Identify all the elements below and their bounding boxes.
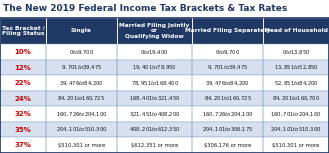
Text: $9,701 to $39,475: $9,701 to $39,475 (207, 64, 248, 71)
Text: $0 to $19,400: $0 to $19,400 (140, 48, 169, 56)
Text: 24%: 24% (14, 96, 32, 102)
Bar (117, 106, 192, 122)
Bar (192, 18, 263, 44)
Bar (0, 91, 46, 106)
Bar (192, 122, 263, 138)
Bar (0, 106, 46, 122)
Text: 12%: 12% (15, 65, 31, 71)
Bar (263, 44, 329, 60)
Bar (0, 44, 329, 60)
Text: $78,951 to $168,400: $78,951 to $168,400 (131, 79, 179, 87)
Text: 10%: 10% (14, 49, 32, 55)
Bar (46, 122, 117, 138)
Bar (117, 138, 192, 153)
Text: 35%: 35% (15, 127, 31, 133)
Text: $0 to $13,850: $0 to $13,850 (282, 48, 311, 56)
Bar (192, 106, 263, 122)
Text: $19,401 to $78,950: $19,401 to $78,950 (132, 64, 177, 71)
Text: 22%: 22% (15, 80, 31, 86)
Bar (263, 91, 329, 106)
Bar (0, 0, 329, 18)
Text: $306,176 or more: $306,176 or more (204, 143, 251, 148)
Bar (192, 60, 263, 75)
Bar (46, 44, 117, 60)
Text: $0 to $9,700: $0 to $9,700 (69, 48, 94, 56)
Bar (263, 138, 329, 153)
Text: $84,201 to $160,700: $84,201 to $160,700 (272, 95, 320, 102)
Text: $204,101 to $306,175: $204,101 to $306,175 (202, 126, 253, 133)
Bar (117, 75, 192, 91)
Bar (0, 138, 329, 153)
Bar (0, 122, 46, 138)
Text: Head of Household: Head of Household (265, 28, 328, 34)
Text: Married Filing Jointly
or
Qualifying Widow: Married Filing Jointly or Qualifying Wid… (119, 23, 190, 39)
Text: $408,201 to $612,350: $408,201 to $612,350 (129, 126, 180, 133)
Bar (0, 75, 46, 91)
Text: $84,201 to $160,725: $84,201 to $160,725 (204, 95, 252, 102)
Bar (117, 122, 192, 138)
Bar (46, 75, 117, 91)
Bar (117, 18, 192, 44)
Bar (46, 106, 117, 122)
Text: $13,851 to $52,850: $13,851 to $52,850 (274, 64, 318, 71)
Bar (117, 91, 192, 106)
Bar (46, 91, 117, 106)
Bar (0, 138, 46, 153)
Bar (263, 60, 329, 75)
Text: $168,401 to $321,450: $168,401 to $321,450 (129, 95, 180, 102)
Bar (117, 60, 192, 75)
Text: $160,726 to $204,100: $160,726 to $204,100 (202, 110, 254, 118)
Text: Tax Bracket /
Filing Status: Tax Bracket / Filing Status (2, 26, 44, 36)
Bar (0, 44, 46, 60)
Bar (0, 60, 329, 75)
Bar (263, 18, 329, 44)
Bar (0, 75, 329, 91)
Text: $510,301 or more: $510,301 or more (272, 143, 320, 148)
Bar (0, 60, 46, 75)
Bar (0, 18, 329, 153)
Bar (0, 106, 329, 122)
Text: $612,351 or more: $612,351 or more (131, 143, 178, 148)
Text: 37%: 37% (14, 142, 32, 148)
Bar (192, 75, 263, 91)
Text: $39,476 to $84,200: $39,476 to $84,200 (206, 79, 250, 87)
Bar (46, 60, 117, 75)
Text: $160,701 to $204,100: $160,701 to $204,100 (270, 110, 322, 118)
Text: $52,851 to $84,200: $52,851 to $84,200 (274, 79, 318, 87)
Text: Single: Single (71, 28, 92, 34)
Text: $0 to $9,700: $0 to $9,700 (215, 48, 240, 56)
Bar (192, 138, 263, 153)
Bar (192, 91, 263, 106)
Bar (263, 122, 329, 138)
Text: $84,201 to $160,725: $84,201 to $160,725 (58, 95, 105, 102)
Text: Married Filing Separately: Married Filing Separately (185, 28, 270, 34)
Text: $204,101 to $510,300: $204,101 to $510,300 (270, 126, 322, 133)
Text: $160,726 to $204,100: $160,726 to $204,100 (56, 110, 107, 118)
Bar (263, 75, 329, 91)
Bar (0, 122, 329, 138)
Bar (192, 44, 263, 60)
Text: $9,701 to $39,475: $9,701 to $39,475 (61, 64, 102, 71)
Bar (0, 91, 329, 106)
Bar (46, 18, 117, 44)
Bar (117, 44, 192, 60)
Bar (0, 18, 46, 44)
Text: $510,301 or more: $510,301 or more (58, 143, 105, 148)
Text: $39,476 to $84,200: $39,476 to $84,200 (59, 79, 104, 87)
Text: $204,101 to $510,300: $204,101 to $510,300 (56, 126, 107, 133)
Bar (263, 106, 329, 122)
Text: $321,451 to $408,200: $321,451 to $408,200 (129, 110, 180, 118)
Text: 32%: 32% (15, 111, 31, 117)
Text: The New 2019 Federal Income Tax Brackets & Tax Rates: The New 2019 Federal Income Tax Brackets… (3, 4, 287, 13)
Bar (46, 138, 117, 153)
